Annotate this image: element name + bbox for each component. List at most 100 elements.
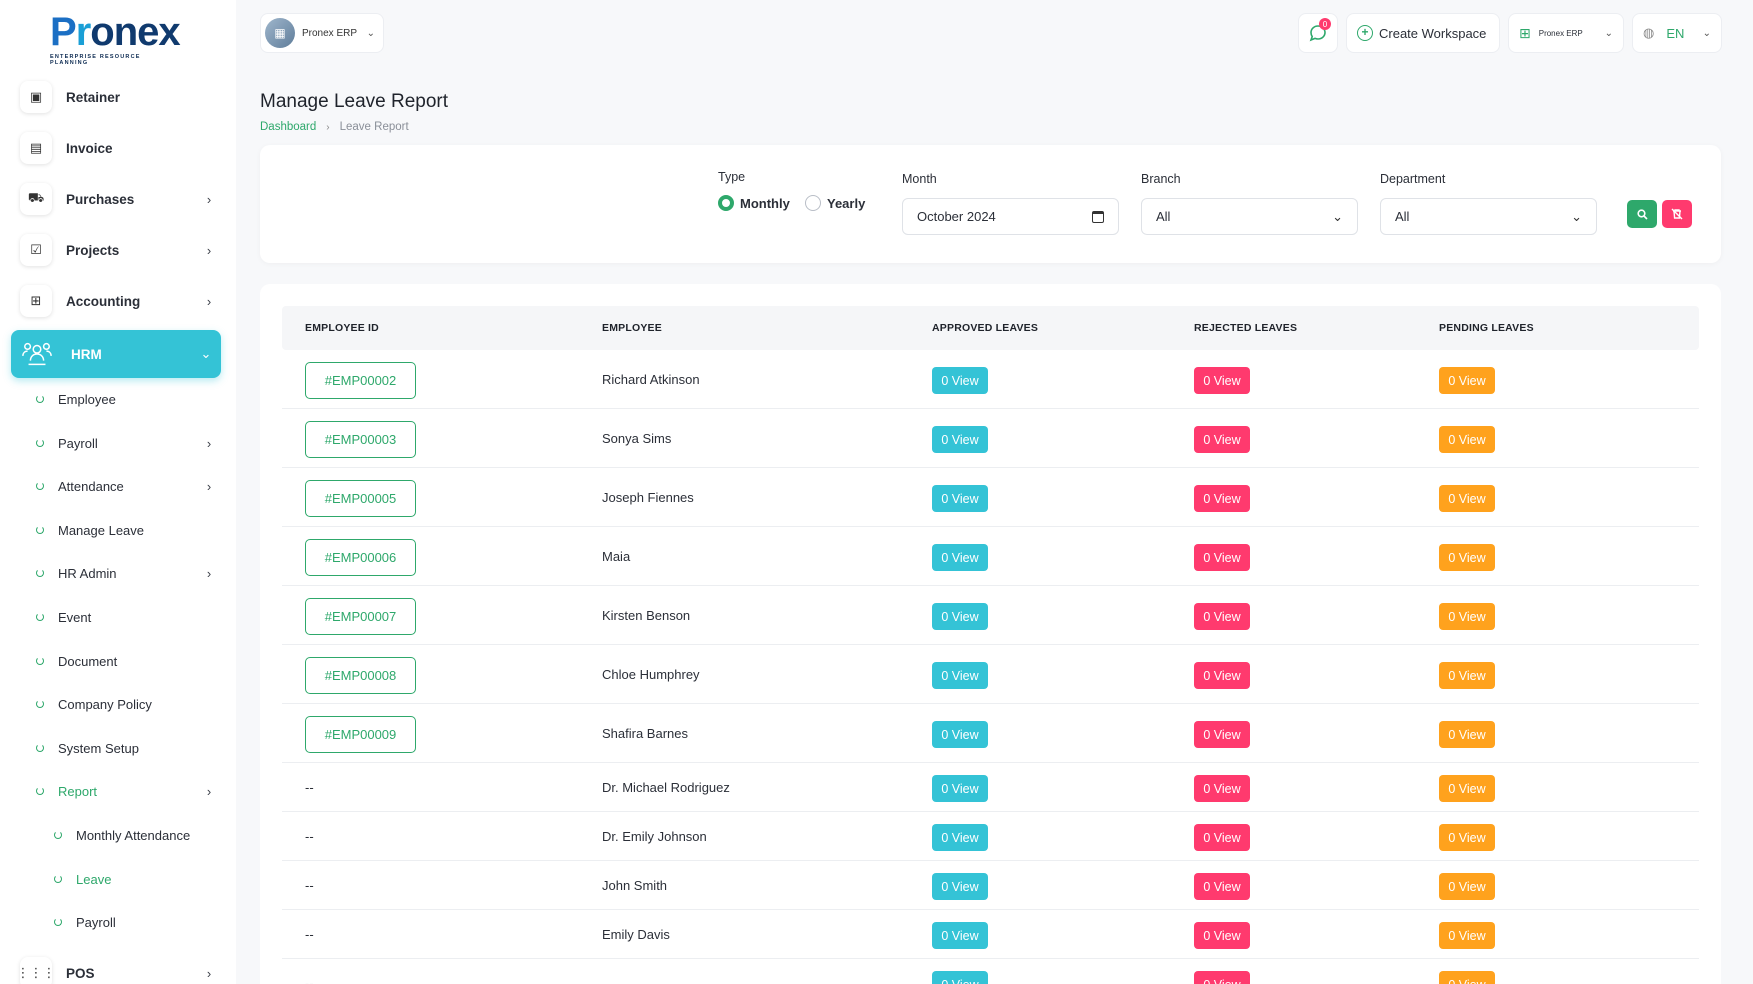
rejected-leaves-button[interactable]: 0 View xyxy=(1194,873,1250,900)
pending-leaves-button[interactable]: 0 View xyxy=(1439,662,1495,689)
employee-id-button[interactable]: #EMP00006 xyxy=(305,539,416,576)
chevron-right-icon: › xyxy=(326,121,330,133)
projects-icon: ☑ xyxy=(20,234,52,266)
erp-switcher[interactable]: ⊞ Pronex ERP ⌄ xyxy=(1508,13,1624,53)
employee-id-button[interactable]: #EMP00009 xyxy=(305,716,416,753)
type-monthly-radio[interactable]: Monthly xyxy=(718,195,790,211)
pending-leaves-button[interactable]: 0 View xyxy=(1439,367,1495,394)
sidebar-subitem-label: Payroll xyxy=(76,914,116,930)
pronex-logo[interactable]: Pronex ENTERPRISE RESOURCE PLANNING xyxy=(50,10,181,66)
rejected-leaves-button[interactable]: 0 View xyxy=(1194,603,1250,630)
rejected-leaves-button[interactable]: 0 View xyxy=(1194,367,1250,394)
month-input[interactable]: October 2024 xyxy=(902,198,1119,235)
workspace-avatar: ▦ xyxy=(265,18,295,48)
sidebar-item-pos[interactable]: ⋮⋮⋮ POS › xyxy=(17,953,216,984)
calendar-icon[interactable] xyxy=(1092,210,1104,223)
rejected-leaves-button[interactable]: 0 View xyxy=(1194,485,1250,512)
approved-leaves-button[interactable]: 0 View xyxy=(932,544,988,571)
workspace-name: Pronex ERP xyxy=(302,27,358,39)
branch-select[interactable]: All ⌄ xyxy=(1141,198,1358,235)
approved-leaves-button[interactable]: 0 View xyxy=(932,367,988,394)
breadcrumb-dashboard-link[interactable]: Dashboard xyxy=(260,121,317,133)
pending-leaves-button[interactable]: 0 View xyxy=(1439,873,1495,900)
rejected-leaves-button[interactable]: 0 View xyxy=(1194,721,1250,748)
rejected-leaves-button[interactable]: 0 View xyxy=(1194,426,1250,453)
sidebar-subitem-document[interactable]: Document xyxy=(36,649,216,673)
sidebar-subitem-attendance[interactable]: Attendance › xyxy=(36,474,216,498)
rejected-leaves-button[interactable]: 0 View xyxy=(1194,971,1250,984)
workspace-selector[interactable]: ▦ Pronex ERP ⌄ xyxy=(260,13,384,53)
sidebar-item-retainer[interactable]: ▣ Retainer xyxy=(20,77,216,117)
sidebar-item-label: Retainer xyxy=(66,89,121,105)
approved-leaves-button[interactable]: 0 View xyxy=(932,922,988,949)
rejected-leaves-button[interactable]: 0 View xyxy=(1194,775,1250,802)
sidebar-subitem-hr-admin[interactable]: HR Admin › xyxy=(36,561,216,585)
sidebar-subitem-event[interactable]: Event xyxy=(36,605,216,629)
chevron-down-icon: ⌄ xyxy=(366,27,375,39)
pending-leaves-button[interactable]: 0 View xyxy=(1439,544,1495,571)
bullet-icon xyxy=(36,395,44,403)
column-header-approved: APPROVED LEAVES xyxy=(932,322,1039,334)
rejected-leaves-button[interactable]: 0 View xyxy=(1194,922,1250,949)
sidebar-report-payroll[interactable]: Payroll xyxy=(54,910,234,934)
approved-leaves-button[interactable]: 0 View xyxy=(932,603,988,630)
sidebar-subitem-label: Document xyxy=(58,653,118,669)
sidebar-subitem-payroll[interactable]: Payroll › xyxy=(36,431,216,455)
employee-id-button[interactable]: #EMP00007 xyxy=(305,598,416,635)
sidebar-item-projects[interactable]: ☑ Projects › xyxy=(20,230,216,270)
rejected-leaves-button[interactable]: 0 View xyxy=(1194,824,1250,851)
cart-icon: ⛟ xyxy=(20,183,52,215)
sidebar-item-invoice[interactable]: ▤ Invoice xyxy=(20,128,216,168)
approved-leaves-button[interactable]: 0 View xyxy=(932,775,988,802)
pending-leaves-button[interactable]: 0 View xyxy=(1439,426,1495,453)
approved-leaves-button[interactable]: 0 View xyxy=(932,485,988,512)
apply-filter-button[interactable] xyxy=(1627,200,1657,228)
chevron-down-icon: ⌄ xyxy=(1604,27,1613,39)
employee-id-empty: -- xyxy=(305,780,314,795)
pending-leaves-button[interactable]: 0 View xyxy=(1439,721,1495,748)
employee-id-button[interactable]: #EMP00003 xyxy=(305,421,416,458)
pending-leaves-button[interactable]: 0 View xyxy=(1439,485,1495,512)
rejected-leaves-button[interactable]: 0 View xyxy=(1194,662,1250,689)
sidebar-subitem-system-setup[interactable]: System Setup xyxy=(36,736,216,760)
chat-icon xyxy=(1309,25,1326,42)
reset-filter-button[interactable] xyxy=(1662,200,1692,228)
sidebar-report-leave[interactable]: Leave xyxy=(54,867,234,891)
column-header-pending: PENDING LEAVES xyxy=(1439,322,1534,334)
pending-leaves-button[interactable]: 0 View xyxy=(1439,775,1495,802)
approved-leaves-button[interactable]: 0 View xyxy=(932,426,988,453)
sidebar-subitem-label: Event xyxy=(58,609,92,625)
language-selector[interactable]: ◍ EN ⌄ xyxy=(1632,13,1722,53)
create-workspace-button[interactable]: + Create Workspace xyxy=(1346,13,1500,53)
sidebar-subitem-label: Attendance xyxy=(58,478,124,494)
employee-id-button[interactable]: #EMP00002 xyxy=(305,362,416,399)
sidebar-item-accounting[interactable]: ⊞ Accounting › xyxy=(20,281,216,321)
pending-leaves-button[interactable]: 0 View xyxy=(1439,824,1495,851)
type-yearly-radio[interactable]: Yearly xyxy=(805,195,865,211)
employee-id-button[interactable]: #EMP00005 xyxy=(305,480,416,517)
sidebar-subitem-label: HR Admin xyxy=(58,565,117,581)
globe-icon: ◍ xyxy=(1643,25,1655,40)
employee-id-button[interactable]: #EMP00008 xyxy=(305,657,416,694)
approved-leaves-button[interactable]: 0 View xyxy=(932,662,988,689)
pending-leaves-button[interactable]: 0 View xyxy=(1439,603,1495,630)
sidebar-subitem-company-policy[interactable]: Company Policy xyxy=(36,692,216,716)
approved-leaves-button[interactable]: 0 View xyxy=(932,721,988,748)
sidebar-subitem-employee[interactable]: Employee xyxy=(36,387,216,411)
approved-leaves-button[interactable]: 0 View xyxy=(932,873,988,900)
sidebar-subitem-label: Payroll xyxy=(58,435,98,451)
sidebar-subitem-report[interactable]: Report › xyxy=(36,779,216,803)
sidebar-subitem-manage-leave[interactable]: Manage Leave xyxy=(36,518,216,542)
messages-button[interactable]: 0 xyxy=(1298,13,1338,53)
sidebar-report-monthly-attendance[interactable]: Monthly Attendance xyxy=(54,823,234,847)
logo-letter-r: r xyxy=(75,10,92,54)
sidebar-item-hrm[interactable]: HRM ⌄ xyxy=(11,330,221,378)
pending-leaves-button[interactable]: 0 View xyxy=(1439,971,1495,984)
department-select[interactable]: All ⌄ xyxy=(1380,198,1597,235)
sidebar-item-purchases[interactable]: ⛟ Purchases › xyxy=(20,179,216,219)
rejected-leaves-button[interactable]: 0 View xyxy=(1194,544,1250,571)
pending-leaves-button[interactable]: 0 View xyxy=(1439,922,1495,949)
table-row: -- Dr. Emily Johnson 0 View 0 View 0 View xyxy=(282,812,1699,861)
approved-leaves-button[interactable]: 0 View xyxy=(932,971,988,984)
approved-leaves-button[interactable]: 0 View xyxy=(932,824,988,851)
